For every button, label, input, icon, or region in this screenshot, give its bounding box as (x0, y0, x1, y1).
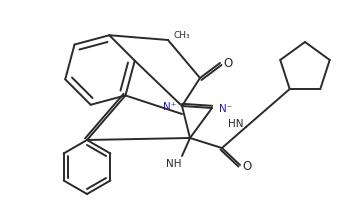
Text: O: O (223, 56, 232, 70)
Text: CH₃: CH₃ (174, 31, 190, 39)
Text: HN: HN (228, 119, 244, 129)
Text: NH: NH (166, 159, 182, 169)
Text: N⁺: N⁺ (163, 102, 176, 112)
Text: O: O (242, 160, 252, 174)
Text: N⁻: N⁻ (219, 104, 232, 114)
